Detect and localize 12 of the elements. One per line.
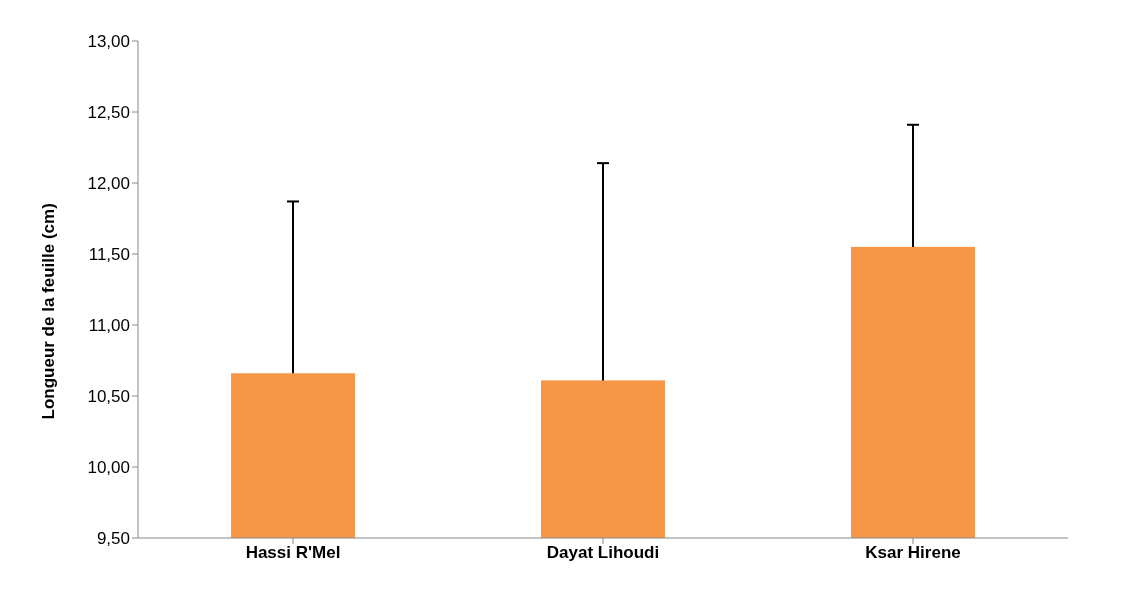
y-tick-label: 11,00 — [88, 316, 130, 336]
y-tick-label: 12,50 — [87, 103, 130, 123]
y-tick-label: 10,00 — [87, 458, 130, 478]
y-tick-label: 9,50 — [96, 529, 130, 549]
y-tick-label: 13,00 — [87, 32, 130, 52]
y-tick-label: 12,00 — [87, 174, 130, 194]
x-tick-label: Dayat Lihoudi — [546, 543, 660, 563]
y-tick-label: 10,50 — [87, 387, 130, 407]
x-tick-label: Ksar Hirene — [865, 543, 961, 563]
y-axis-title: Longueur de la feuille (cm) — [39, 203, 59, 420]
x-tick-label: Hassi R'Mel — [245, 543, 341, 563]
y-tick-label: 11,50 — [88, 245, 130, 265]
